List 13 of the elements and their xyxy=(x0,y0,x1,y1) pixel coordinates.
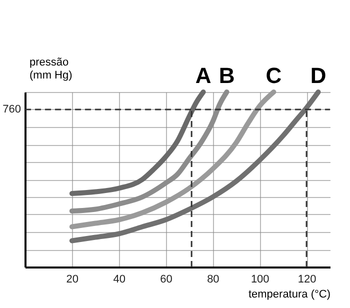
series-label: A xyxy=(195,63,212,88)
series-label: C xyxy=(266,63,282,88)
y-axis-title: pressão (mm Hg) xyxy=(30,56,72,82)
x-tick-label: 20 xyxy=(66,274,79,286)
series-label: B xyxy=(218,63,235,88)
text: 760 xyxy=(2,104,21,116)
x-tick-label: 60 xyxy=(160,274,172,286)
x-tick-label: 80 xyxy=(207,274,220,286)
series-label: D xyxy=(310,63,326,88)
x-tick-label: 40 xyxy=(113,274,126,286)
x-tick-label: 100 xyxy=(250,274,270,286)
x-axis-title: temperatura (°C) xyxy=(248,288,330,300)
x-tick-label: 120 xyxy=(298,274,316,286)
